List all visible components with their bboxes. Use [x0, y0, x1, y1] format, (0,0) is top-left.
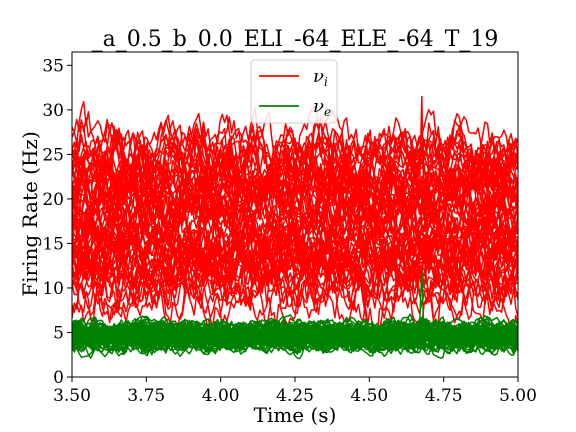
chart-title: _a_0.5_b_0.0_ELI_-64_ELE_-64_T_19: [92, 27, 499, 52]
x-tick-label: 4.00: [202, 386, 240, 406]
y-tick-label: 10: [42, 279, 64, 299]
y-tick-label: 20: [42, 190, 64, 210]
nu-i-trace: [72, 205, 518, 289]
nu-e-trace: [72, 319, 518, 346]
y-tick-label: 35: [42, 56, 64, 76]
nu-i-trace: [72, 150, 518, 234]
y-tick-label: 30: [42, 101, 64, 121]
y-axis-label: Firing Rate (Hz): [18, 131, 42, 297]
nu-i-trace: [72, 244, 518, 328]
x-tick-label: 4.75: [425, 386, 463, 406]
nu-i-trace: [72, 258, 518, 339]
y-tick-label: 0: [53, 368, 64, 388]
nu-i-trace: [72, 201, 518, 271]
legend-label-nu-i: νi: [313, 66, 328, 89]
nu-i-trace: [72, 109, 518, 179]
x-axis-label: Time (s): [254, 403, 337, 427]
x-tick-label: 3.75: [127, 386, 165, 406]
legend-label-nu-e: νe: [313, 96, 331, 119]
nu-e-trace: [72, 327, 518, 360]
x-tick-label: 4.50: [350, 386, 388, 406]
nu-e-trace: [72, 316, 518, 343]
nu-i-trace: [72, 146, 518, 225]
chart-traces: [72, 95, 518, 360]
x-axis: 3.50 3.75 4.00 4.25 4.50 4.75 5.00: [53, 377, 537, 406]
x-tick-label: 5.00: [499, 386, 537, 406]
x-tick-label: 4.25: [276, 386, 314, 406]
nu-e-trace: [72, 316, 518, 345]
legend: νi νe: [250, 59, 338, 124]
y-axis: 0 5 10 15 20 25 30 35: [42, 56, 72, 388]
y-tick-label: 5: [53, 323, 64, 343]
nu-i-trace: [72, 216, 518, 300]
y-tick-label: 25: [42, 145, 64, 165]
nu-i-trace: [72, 148, 518, 229]
nu-i-trace: [72, 151, 518, 231]
nu-e-trace: [72, 327, 518, 357]
nu-e-trace: [72, 318, 518, 344]
x-tick-label: 3.50: [53, 386, 91, 406]
nu-i-trace: [72, 230, 518, 313]
nu-i-trace: [72, 127, 518, 206]
y-tick-label: 15: [42, 234, 64, 254]
